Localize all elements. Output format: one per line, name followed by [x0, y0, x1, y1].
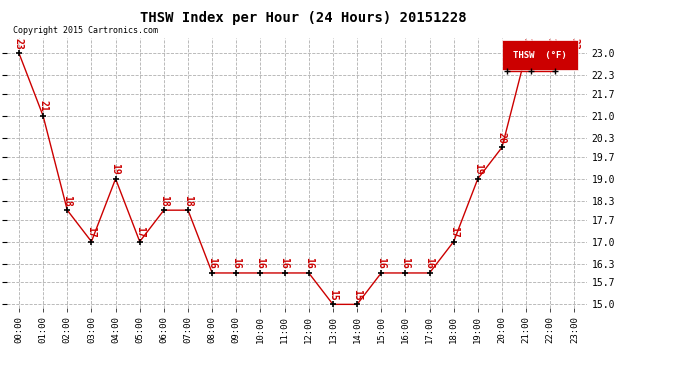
- Text: 16: 16: [424, 258, 435, 269]
- Text: 23: 23: [545, 38, 555, 50]
- Text: 16: 16: [255, 258, 266, 269]
- Text: THSW  (°F): THSW (°F): [513, 51, 567, 60]
- Text: 15: 15: [328, 289, 338, 301]
- Text: 16: 16: [207, 258, 217, 269]
- Text: 17: 17: [86, 226, 97, 238]
- Text: 23: 23: [14, 38, 24, 50]
- Text: 16: 16: [376, 258, 386, 269]
- Text: 16: 16: [400, 258, 411, 269]
- Text: THSW Index per Hour (24 Hours) 20151228: THSW Index per Hour (24 Hours) 20151228: [140, 11, 467, 25]
- Text: 16: 16: [231, 258, 241, 269]
- Text: 19: 19: [110, 163, 121, 175]
- Text: Copyright 2015 Cartronics.com: Copyright 2015 Cartronics.com: [12, 26, 158, 35]
- Text: 18: 18: [62, 195, 72, 206]
- Text: 16: 16: [304, 258, 314, 269]
- Text: 19: 19: [473, 163, 483, 175]
- Text: 20: 20: [497, 132, 507, 144]
- Text: 23: 23: [569, 38, 580, 50]
- Text: 18: 18: [159, 195, 169, 206]
- Text: 16: 16: [279, 258, 290, 269]
- Text: 23: 23: [521, 38, 531, 50]
- Text: 21: 21: [38, 100, 48, 112]
- Text: 18: 18: [183, 195, 193, 206]
- Text: 17: 17: [448, 226, 459, 238]
- Text: 17: 17: [135, 226, 145, 238]
- Text: 15: 15: [352, 289, 362, 301]
- FancyBboxPatch shape: [502, 40, 578, 70]
